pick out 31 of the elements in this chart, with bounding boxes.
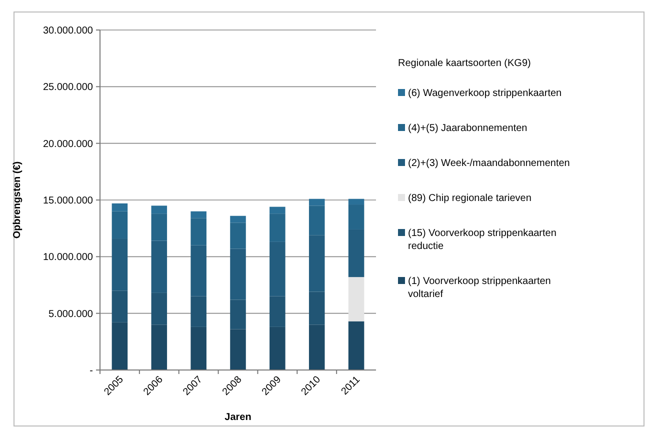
y-axis-title: Opbrengsten (€) <box>12 161 23 239</box>
bar <box>348 277 364 322</box>
legend-label: (89) Chip regionale tarieven <box>408 193 532 204</box>
bar <box>308 198 325 206</box>
y-tick-label: - <box>90 366 93 376</box>
bar <box>112 322 128 370</box>
legend-label: (2)+(3) Week-/maandabonnementen <box>408 158 570 169</box>
legend-label: (6) Wagenverkoop strippenkaarten <box>408 88 562 99</box>
bar <box>270 206 286 214</box>
bar <box>230 216 246 223</box>
y-tick-label: 10.000.000 <box>42 252 94 264</box>
legend-label: (1) Voorverkoop strippenkaarten voltarief <box>408 276 551 300</box>
y-tick-label: 20.000.000 <box>42 138 94 150</box>
bar <box>151 324 168 370</box>
x-axis-title: Jaren <box>224 412 252 423</box>
y-tick-label: 25.000.000 <box>42 82 94 94</box>
y-tick-label: 5.000.000 <box>48 308 94 320</box>
legend-label: (4)+(5) Jaarabonnementen <box>408 123 528 134</box>
legend-title: Regionale kaartsoorten (KG9) <box>398 58 531 69</box>
bar <box>112 203 128 212</box>
y-tick-label: 30.000.000 <box>42 26 94 36</box>
bar <box>190 211 206 218</box>
bar <box>348 198 364 205</box>
bar <box>151 206 168 214</box>
bar <box>308 324 325 370</box>
bar <box>270 326 286 370</box>
bar <box>348 321 364 370</box>
y-tick-label: 15.000.000 <box>42 196 94 206</box>
legend-label: (15) Voorverkoop strippenkaarten reductie <box>408 228 556 252</box>
bar <box>230 329 246 370</box>
bar <box>190 326 206 370</box>
